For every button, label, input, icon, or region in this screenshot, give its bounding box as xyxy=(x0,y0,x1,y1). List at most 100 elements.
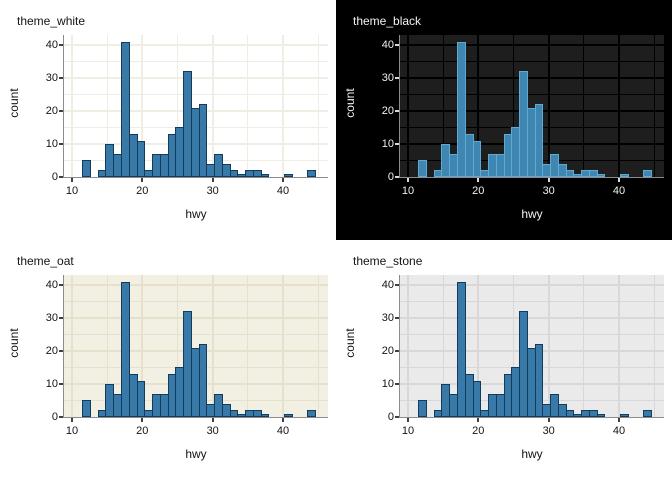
gridline-x-minor xyxy=(442,275,444,417)
x-tick-mark xyxy=(282,418,284,422)
histogram-bar xyxy=(418,400,427,417)
x-axis-line xyxy=(63,177,328,178)
y-tick-mark xyxy=(59,350,63,352)
y-tick-mark xyxy=(59,43,63,46)
y-tick-label: 0 xyxy=(387,411,394,423)
y-tick-mark xyxy=(59,176,63,178)
plot-title: theme_oat xyxy=(17,254,74,268)
x-tick-label: 40 xyxy=(612,425,626,437)
x-tick-label: 20 xyxy=(136,185,149,197)
x-tick-mark xyxy=(407,418,409,422)
x-tick-mark xyxy=(477,178,480,182)
x-axis-label: hwy xyxy=(521,447,543,461)
panel-theme-oat: theme_oat count hwy 0 10 20 30 40 10 20 30 40 xyxy=(0,240,336,480)
gridline-x-minor xyxy=(177,35,178,177)
y-tick-mark xyxy=(395,383,399,385)
gridline-x-major xyxy=(71,35,73,177)
y-tick-label: 0 xyxy=(51,171,58,183)
y-tick-label: 10 xyxy=(381,138,394,150)
histogram-bar xyxy=(566,170,574,177)
x-axis-line xyxy=(63,417,328,418)
x-tick-label: 40 xyxy=(276,425,290,437)
y-tick-mark xyxy=(59,76,63,79)
y-tick-label: 30 xyxy=(45,71,58,84)
y-tick-mark xyxy=(395,176,399,178)
gridline-x-major xyxy=(71,275,73,417)
histogram-bar xyxy=(137,381,145,417)
histogram-bar xyxy=(620,174,629,177)
y-tick-label: 0 xyxy=(51,411,58,423)
y-tick-mark xyxy=(59,383,63,385)
y-axis-line xyxy=(63,35,64,178)
y-tick-label: 30 xyxy=(381,71,394,84)
gridline-x-major xyxy=(211,35,214,177)
panel-theme-white: theme_white count hwy 0 10 20 30 40 10 20 30 40 xyxy=(0,0,336,240)
y-tick-mark xyxy=(395,76,399,79)
gridline-x-minor xyxy=(247,35,249,177)
histogram-bar xyxy=(589,410,598,417)
x-tick-mark xyxy=(477,418,480,422)
histogram-bar xyxy=(284,414,293,417)
gridline-y-major xyxy=(400,76,664,79)
y-tick-label: 20 xyxy=(381,345,394,357)
histogram-bar xyxy=(643,170,652,177)
y-tick-mark xyxy=(59,416,63,418)
plot-area xyxy=(400,275,664,417)
histogram-bar xyxy=(261,414,269,417)
x-tick-label: 40 xyxy=(276,185,290,197)
x-tick-label: 30 xyxy=(206,185,219,197)
x-tick-mark xyxy=(211,418,214,422)
x-tick-mark xyxy=(547,178,550,182)
x-tick-mark xyxy=(407,178,409,182)
x-tick-mark xyxy=(141,178,144,182)
histogram-bar xyxy=(597,414,605,417)
x-tick-mark xyxy=(71,418,73,422)
x-axis-label: hwy xyxy=(185,207,207,221)
histogram-bar xyxy=(418,160,427,177)
gridline-x-major xyxy=(547,275,550,417)
y-tick-mark xyxy=(395,283,399,286)
x-axis-line xyxy=(399,177,664,178)
x-tick-label: 10 xyxy=(401,425,415,437)
y-tick-mark xyxy=(59,110,63,112)
gridline-x-major xyxy=(211,275,214,417)
gridline-x-major xyxy=(477,35,480,177)
y-tick-label: 0 xyxy=(387,171,394,183)
histogram-bar xyxy=(253,410,262,417)
gridline-y-major xyxy=(400,316,664,319)
y-tick-label: 10 xyxy=(45,378,58,390)
gridline-x-major xyxy=(618,275,620,417)
gridline-x-major xyxy=(477,275,480,417)
x-axis-label: hwy xyxy=(185,447,207,461)
x-tick-label: 10 xyxy=(65,185,79,197)
y-tick-label: 10 xyxy=(381,378,394,390)
y-tick-label: 20 xyxy=(45,105,58,117)
gridline-x-major xyxy=(407,35,409,177)
gridline-y-minor xyxy=(400,60,664,62)
gridline-x-minor xyxy=(106,35,108,177)
histogram-bar xyxy=(307,410,316,417)
gridline-x-major xyxy=(141,275,144,417)
panel-theme-black: theme_black count hwy 0 10 20 30 40 10 20 30 40 xyxy=(336,0,672,240)
gridline-x-major xyxy=(547,35,550,177)
gridline-x-minor xyxy=(106,275,108,417)
y-tick-mark xyxy=(59,283,63,286)
gridline-x-minor xyxy=(177,275,178,417)
y-tick-label: 20 xyxy=(381,105,394,117)
y-tick-mark xyxy=(395,110,399,112)
gridline-x-minor xyxy=(247,275,249,417)
x-tick-mark xyxy=(282,178,284,182)
y-tick-mark xyxy=(59,316,63,319)
histogram-bar xyxy=(535,344,543,417)
plot-area xyxy=(64,275,328,417)
panel-theme-stone: theme_stone count hwy 0 10 20 30 40 10 20 30 40 xyxy=(336,240,672,480)
x-tick-label: 20 xyxy=(472,185,485,197)
histogram-bar xyxy=(121,282,130,417)
histogram-bar xyxy=(199,344,207,417)
y-tick-mark xyxy=(395,350,399,352)
histogram-bar xyxy=(307,170,316,177)
gridline-x-minor xyxy=(317,35,319,177)
y-tick-label: 40 xyxy=(45,278,58,291)
y-tick-mark xyxy=(395,43,399,46)
histogram-bar xyxy=(199,104,207,177)
